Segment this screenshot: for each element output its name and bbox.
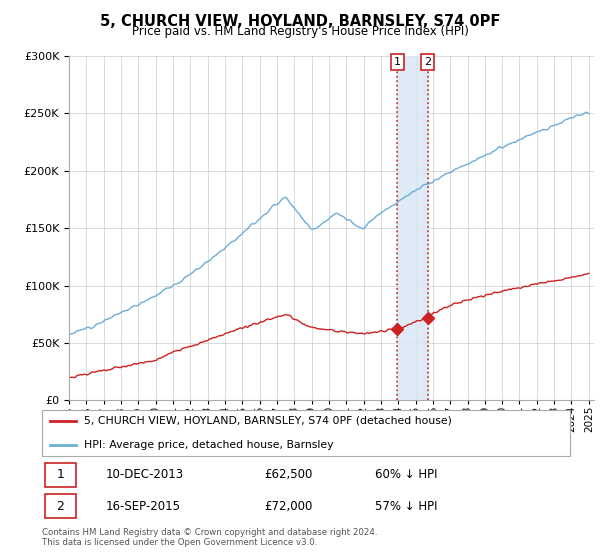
FancyBboxPatch shape <box>42 410 570 456</box>
FancyBboxPatch shape <box>44 463 76 487</box>
Text: 57% ↓ HPI: 57% ↓ HPI <box>374 500 437 512</box>
Text: £62,500: £62,500 <box>264 468 312 481</box>
Text: Price paid vs. HM Land Registry's House Price Index (HPI): Price paid vs. HM Land Registry's House … <box>131 25 469 38</box>
Text: 5, CHURCH VIEW, HOYLAND, BARNSLEY, S74 0PF: 5, CHURCH VIEW, HOYLAND, BARNSLEY, S74 0… <box>100 14 500 29</box>
Text: 2: 2 <box>56 500 64 512</box>
Bar <box>397 56 428 400</box>
Text: 1: 1 <box>56 468 64 481</box>
Text: HPI: Average price, detached house, Barnsley: HPI: Average price, detached house, Barn… <box>84 440 334 450</box>
Text: 2: 2 <box>424 57 431 67</box>
Text: 1: 1 <box>394 57 401 67</box>
Text: 5, CHURCH VIEW, HOYLAND, BARNSLEY, S74 0PF (detached house): 5, CHURCH VIEW, HOYLAND, BARNSLEY, S74 0… <box>84 416 452 426</box>
Text: Contains HM Land Registry data © Crown copyright and database right 2024.
This d: Contains HM Land Registry data © Crown c… <box>42 528 377 547</box>
Text: 10-DEC-2013: 10-DEC-2013 <box>106 468 184 481</box>
Text: 60% ↓ HPI: 60% ↓ HPI <box>374 468 437 481</box>
FancyBboxPatch shape <box>44 494 76 518</box>
Text: 16-SEP-2015: 16-SEP-2015 <box>106 500 181 512</box>
Text: £72,000: £72,000 <box>264 500 312 512</box>
